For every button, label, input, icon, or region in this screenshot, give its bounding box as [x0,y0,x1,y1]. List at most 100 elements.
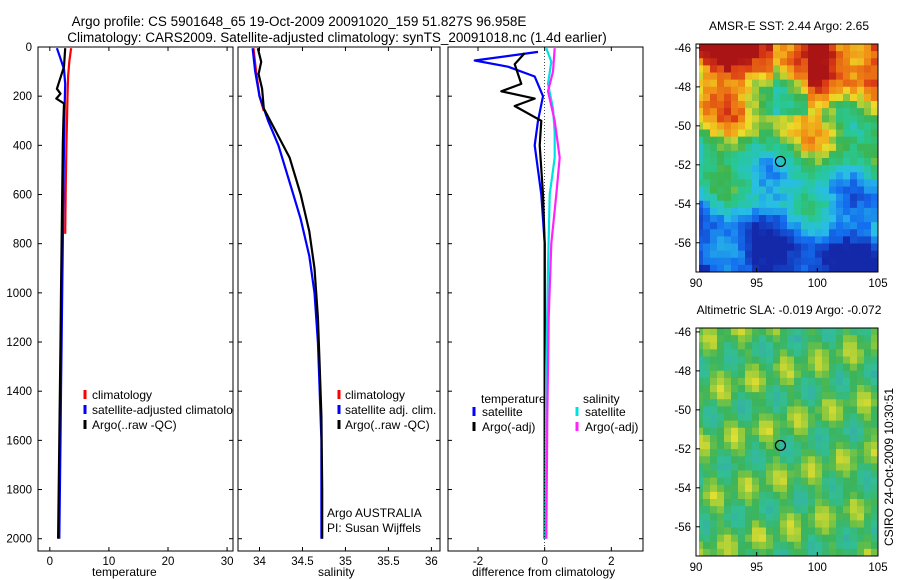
sla_map-cell [857,392,865,400]
sst_map-cell [843,143,851,152]
sla_map-cell [759,484,767,493]
sla_map-cell [815,506,823,514]
sst_map-cell [773,115,781,123]
sla_map-cell [829,420,837,429]
sst_map-cell [738,236,746,245]
sst_map-cell [864,243,872,252]
sla_map-cell [773,491,781,500]
sla_map-cell [780,541,788,550]
sst_map-cell [731,243,739,252]
sla_map-cell [864,513,872,521]
sla_map-cell [871,385,878,393]
sla_map-cell [808,413,816,422]
sst_map-cell [794,93,802,102]
sla_map-cell [745,548,753,556]
sst_map-cell [829,158,837,166]
sla_map-cell [787,434,795,443]
sst_map-cell [850,58,858,66]
sla_map-cell [871,392,878,400]
sla_map-cell [815,413,823,422]
sst_map-cell [724,257,732,266]
sst_map-cell [717,250,725,259]
sla_map-cell [773,434,781,443]
sla_map-cell [710,541,718,550]
sla_map-cell [731,463,739,472]
sst_map-cell [773,222,781,230]
sst_map-cell [703,129,711,138]
sst_map-cell [836,207,844,216]
sla_map-cell [766,406,774,415]
sla_map-cell [829,399,837,407]
sst_map-ytick-label: -50 [674,121,691,133]
sla_map-cell [794,491,802,500]
sst_map-cell [731,122,739,131]
sst_map-title: AMSR-E SST: 2.44 Argo: 2.65 [709,19,869,33]
sst_map-cell [822,158,830,166]
sla_map-cell [759,420,767,429]
sst_map-cell [808,257,816,266]
sst_map-cell [745,101,753,109]
sst_map-cell [717,44,725,52]
sla_map-cell [808,328,816,336]
sst_map-cell [724,122,732,131]
sla_map-cell [703,541,711,550]
sla_map-cell [829,484,837,493]
sla_map-cell [710,513,718,521]
sst_map-cell [822,115,830,123]
sst_map-cell [780,250,788,259]
sst_map-cell [857,72,865,81]
sst_map-cell [808,93,816,102]
sla_map-cell [724,413,732,422]
sla_map-cell [717,377,725,386]
difference-series-salinity-satellite [544,47,556,539]
sla_map-cell [724,534,732,543]
sst_map-cell [703,179,711,188]
sst_map-cell [843,51,851,59]
sla_map-cell [717,527,725,536]
sst_map-cell [724,264,732,272]
sla_map-cell [724,392,732,400]
sla_map-cell [745,399,753,407]
sla_map-cell [745,520,753,529]
sst_map-cell [738,136,746,145]
sla_map-cell [731,399,739,407]
sla_map-cell [752,406,760,415]
sst_map-cell [759,136,767,145]
sla_map-cell [752,534,760,543]
sla_map-cell [731,484,739,493]
sst_map-cell [717,129,725,138]
sla_map-cell [815,442,823,450]
sst_map-cell [801,250,809,259]
sst_map-cell [808,200,816,209]
sst_map-cell [857,264,865,272]
sla_map-cell [822,491,830,500]
sla_map-cell [864,548,872,556]
sla_map-cell [696,484,704,493]
sst_map-cell [787,115,795,123]
sla_map-cell [752,499,760,507]
sst_map-cell [864,257,872,266]
sla_map-cell [738,399,746,407]
sst_map-cell [843,129,851,138]
sla_map-cell [794,420,802,429]
sst_map-cell [864,200,872,209]
sla_map-cell [822,356,830,365]
sla_map-cell [836,392,844,400]
sla_map-cell [731,477,739,486]
sla_map-cell [773,541,781,550]
depth-tick-label: 200 [13,91,32,103]
sla_map-cell [836,356,844,365]
sst_map-cell [745,165,753,173]
sla_map-cell [787,413,795,422]
sst_map-cell [822,264,830,272]
sla_map-cell [850,406,858,415]
difference-series-group [473,47,561,539]
sst_map-cell [717,79,725,88]
sst_map-cell [731,257,739,266]
sla_map-cell [857,541,865,550]
sla_map-cell [871,399,878,407]
sla_map-cell [801,420,809,429]
difference-xtick-label: 0 [541,556,547,568]
sst_map-cell [731,129,739,138]
sla_map-cell [850,377,858,386]
